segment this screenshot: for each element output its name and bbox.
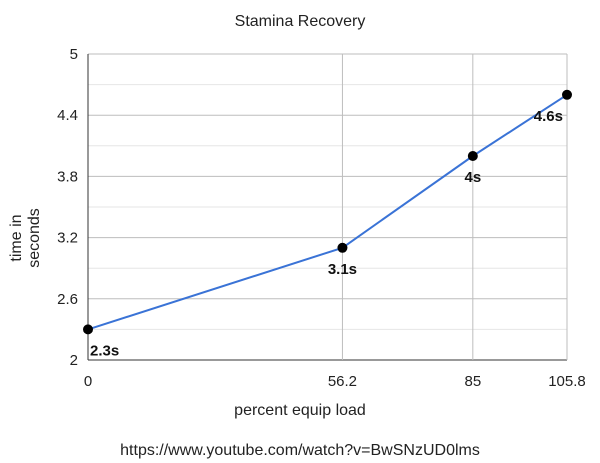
- y-axis-title-line: seconds: [26, 208, 43, 268]
- data-label: 4.6s: [534, 108, 563, 125]
- data-point: [562, 89, 572, 100]
- x-tick-label: 85: [464, 373, 481, 390]
- major-grid: [87, 53, 568, 361]
- series-layer: 2.3s 3.1s 4s 4.6s: [83, 89, 572, 359]
- y-axis-title-line: time in: [8, 214, 25, 261]
- x-tick-label: 56.2: [328, 373, 357, 390]
- y-tick-labels: 2 2.6 3.2 3.8 4.4 5: [57, 46, 78, 369]
- minor-grid: [88, 84, 567, 330]
- data-point: [83, 324, 93, 335]
- data-point: [467, 151, 478, 161]
- series-line: [87, 93, 568, 331]
- y-tick-label: 2: [70, 352, 78, 369]
- data-point: [337, 242, 348, 253]
- chart-title: Stamina Recovery: [235, 13, 366, 30]
- x-tick-label: 0: [84, 373, 92, 390]
- x-tick-label: 105.8: [548, 373, 586, 390]
- data-label: 3.1s: [328, 261, 357, 278]
- y-tick-label: 3.8: [57, 168, 78, 185]
- y-tick-label: 3.2: [57, 230, 78, 247]
- source-url[interactable]: https://www.youtube.com/watch?v=BwSNzUD0…: [120, 442, 480, 459]
- y-tick-label: 2.6: [57, 291, 78, 308]
- data-label: 4s: [464, 169, 481, 186]
- y-tick-label: 4.4: [57, 107, 78, 124]
- x-tick-labels: 0 56.2 85 105.8: [84, 373, 586, 390]
- data-label: 2.3s: [90, 342, 119, 359]
- y-tick-label: 5: [70, 46, 78, 63]
- y-axis-title: time inseconds: [8, 208, 43, 268]
- x-axis-title: percent equip load: [234, 402, 366, 419]
